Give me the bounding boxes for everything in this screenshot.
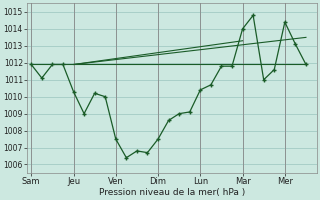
X-axis label: Pression niveau de la mer( hPa ): Pression niveau de la mer( hPa )	[99, 188, 245, 197]
